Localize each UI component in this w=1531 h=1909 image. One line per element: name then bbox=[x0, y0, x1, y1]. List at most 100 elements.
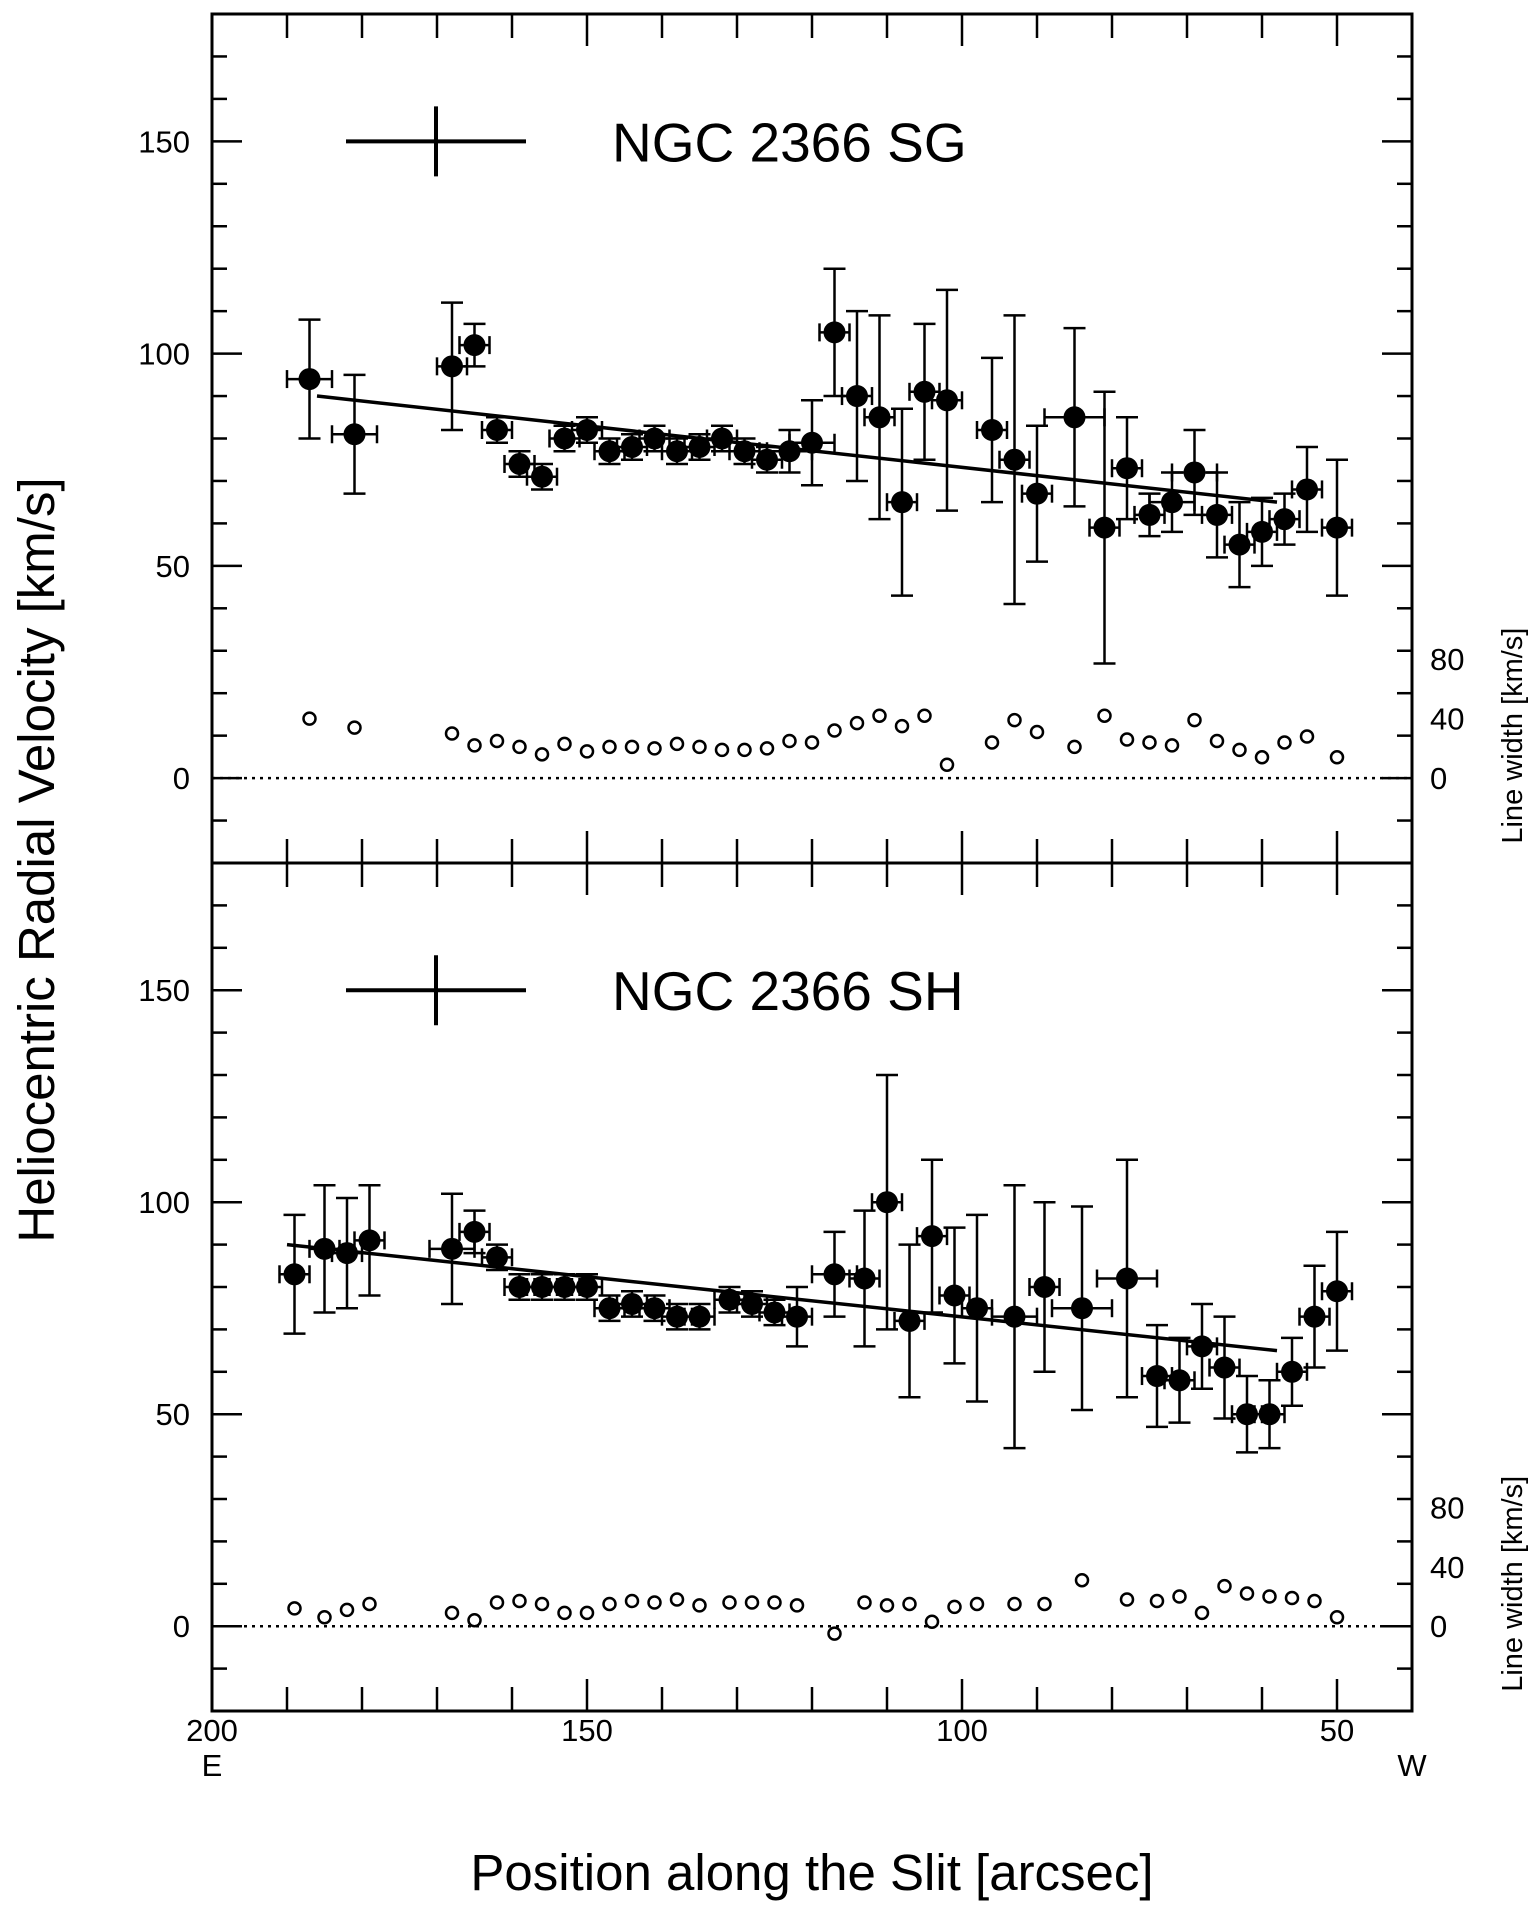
velocity-point bbox=[508, 452, 531, 475]
line-width-point bbox=[1209, 733, 1225, 749]
line-width-point bbox=[714, 742, 730, 758]
velocity-point bbox=[891, 491, 913, 514]
y-axis-label: Heliocentric Radial Velocity [km/s] bbox=[8, 477, 65, 1242]
line-width-point bbox=[624, 1593, 640, 1609]
right-axis-tick-label: 40 bbox=[1430, 1550, 1464, 1585]
line-width-point bbox=[947, 1599, 962, 1615]
line-width-point bbox=[302, 711, 317, 726]
velocity-point bbox=[1116, 1267, 1138, 1290]
line-width-point bbox=[1007, 1596, 1022, 1612]
line-width-point bbox=[759, 741, 775, 756]
line-width-point bbox=[489, 1595, 505, 1610]
y-tick-label: 0 bbox=[173, 1609, 190, 1644]
line-width-point bbox=[894, 718, 910, 734]
velocity-point bbox=[621, 1292, 643, 1315]
line-width-point bbox=[1262, 1589, 1277, 1604]
velocity-point bbox=[943, 1284, 966, 1307]
right-axis-tick-label: 40 bbox=[1430, 702, 1464, 737]
line-width-point bbox=[1299, 729, 1315, 744]
line-width-point bbox=[872, 708, 887, 723]
velocity-point bbox=[1003, 448, 1026, 471]
line-width-point bbox=[789, 1598, 805, 1613]
velocity-point bbox=[876, 1191, 898, 1214]
y-tick-label: 50 bbox=[156, 549, 190, 584]
y-tick-label: 100 bbox=[138, 337, 190, 372]
line-width-point bbox=[624, 739, 640, 755]
panel-title: NGC 2366 SH bbox=[612, 960, 964, 1022]
line-width-point bbox=[602, 1596, 617, 1612]
line-width-point bbox=[1119, 732, 1135, 747]
velocity-point bbox=[981, 419, 1003, 442]
line-width-point bbox=[827, 1626, 842, 1641]
velocity-point bbox=[853, 1267, 876, 1290]
line-width-point bbox=[1284, 1590, 1300, 1606]
velocity-point bbox=[1063, 406, 1086, 429]
line-width-point bbox=[767, 1595, 782, 1610]
velocity-point bbox=[441, 1237, 463, 1260]
y-tick-label: 50 bbox=[156, 1397, 190, 1432]
line-width-point bbox=[1119, 1592, 1135, 1607]
velocity-point bbox=[1236, 1403, 1258, 1426]
line-width-point bbox=[857, 1595, 872, 1610]
velocity-point bbox=[1213, 1356, 1236, 1379]
line-width-point bbox=[744, 1595, 760, 1610]
velocity-point bbox=[921, 1225, 943, 1248]
velocity-point bbox=[786, 1305, 808, 1328]
line-width-point bbox=[692, 1598, 707, 1613]
line-width-point bbox=[1329, 750, 1345, 765]
x-tick-label: 200 bbox=[186, 1713, 238, 1748]
panel-ngc2366-sg: 0 50 100 150 0 40 80 Line width [km/s] NGC 2366 … bbox=[138, 12, 1529, 865]
line-width-point bbox=[984, 735, 1000, 750]
velocity-point bbox=[733, 440, 756, 463]
velocity-point bbox=[298, 368, 321, 391]
line-width-point bbox=[1194, 1605, 1210, 1621]
velocity-point bbox=[463, 1220, 486, 1243]
velocity-point bbox=[441, 355, 463, 378]
velocity-point bbox=[576, 1276, 598, 1298]
line-width-point bbox=[534, 747, 550, 762]
velocity-point bbox=[1281, 1360, 1303, 1383]
right-axis-label: Line width [km/s] bbox=[1497, 628, 1529, 844]
line-width-point bbox=[579, 1605, 595, 1621]
line-width-point bbox=[317, 1610, 332, 1625]
velocity-point bbox=[688, 435, 711, 458]
velocity-point bbox=[1161, 491, 1183, 514]
velocity-point bbox=[846, 385, 868, 408]
velocity-point bbox=[1326, 1280, 1348, 1303]
velocity-point bbox=[868, 406, 891, 429]
line-width-point bbox=[1097, 708, 1112, 723]
velocity-point bbox=[1071, 1297, 1093, 1320]
line-width-point bbox=[924, 1614, 940, 1629]
line-width-point bbox=[1232, 742, 1247, 758]
line-width-point bbox=[692, 739, 707, 755]
velocity-point bbox=[1138, 503, 1161, 526]
velocity-point bbox=[823, 321, 846, 344]
velocity-point bbox=[486, 1246, 508, 1269]
y-tick-label: 100 bbox=[138, 1185, 190, 1220]
line-width-point bbox=[879, 1598, 895, 1613]
velocity-point bbox=[621, 435, 643, 458]
line-width-point bbox=[939, 757, 955, 772]
y-tick-label: 150 bbox=[138, 973, 190, 1008]
line-width-point bbox=[512, 739, 527, 755]
line-width-point bbox=[489, 733, 505, 749]
velocity-point bbox=[1228, 533, 1251, 556]
line-width-point bbox=[669, 736, 685, 752]
velocity-point bbox=[666, 440, 688, 463]
line-width-point bbox=[849, 715, 865, 731]
line-width-point bbox=[1074, 1572, 1090, 1588]
line-width-point bbox=[579, 744, 595, 759]
velocity-point bbox=[1206, 503, 1228, 526]
velocity-point bbox=[1258, 1403, 1281, 1426]
velocity-point bbox=[643, 427, 666, 450]
velocity-point bbox=[1183, 461, 1206, 484]
line-width-point bbox=[737, 742, 752, 758]
velocity-point bbox=[486, 419, 508, 442]
line-width-point bbox=[602, 739, 617, 755]
line-width-point bbox=[1307, 1593, 1322, 1609]
right-axis-label: Line width [km/s] bbox=[1497, 1476, 1529, 1692]
line-width-point bbox=[1029, 724, 1045, 740]
velocity-point bbox=[1191, 1335, 1213, 1358]
velocity-point bbox=[1273, 508, 1296, 531]
